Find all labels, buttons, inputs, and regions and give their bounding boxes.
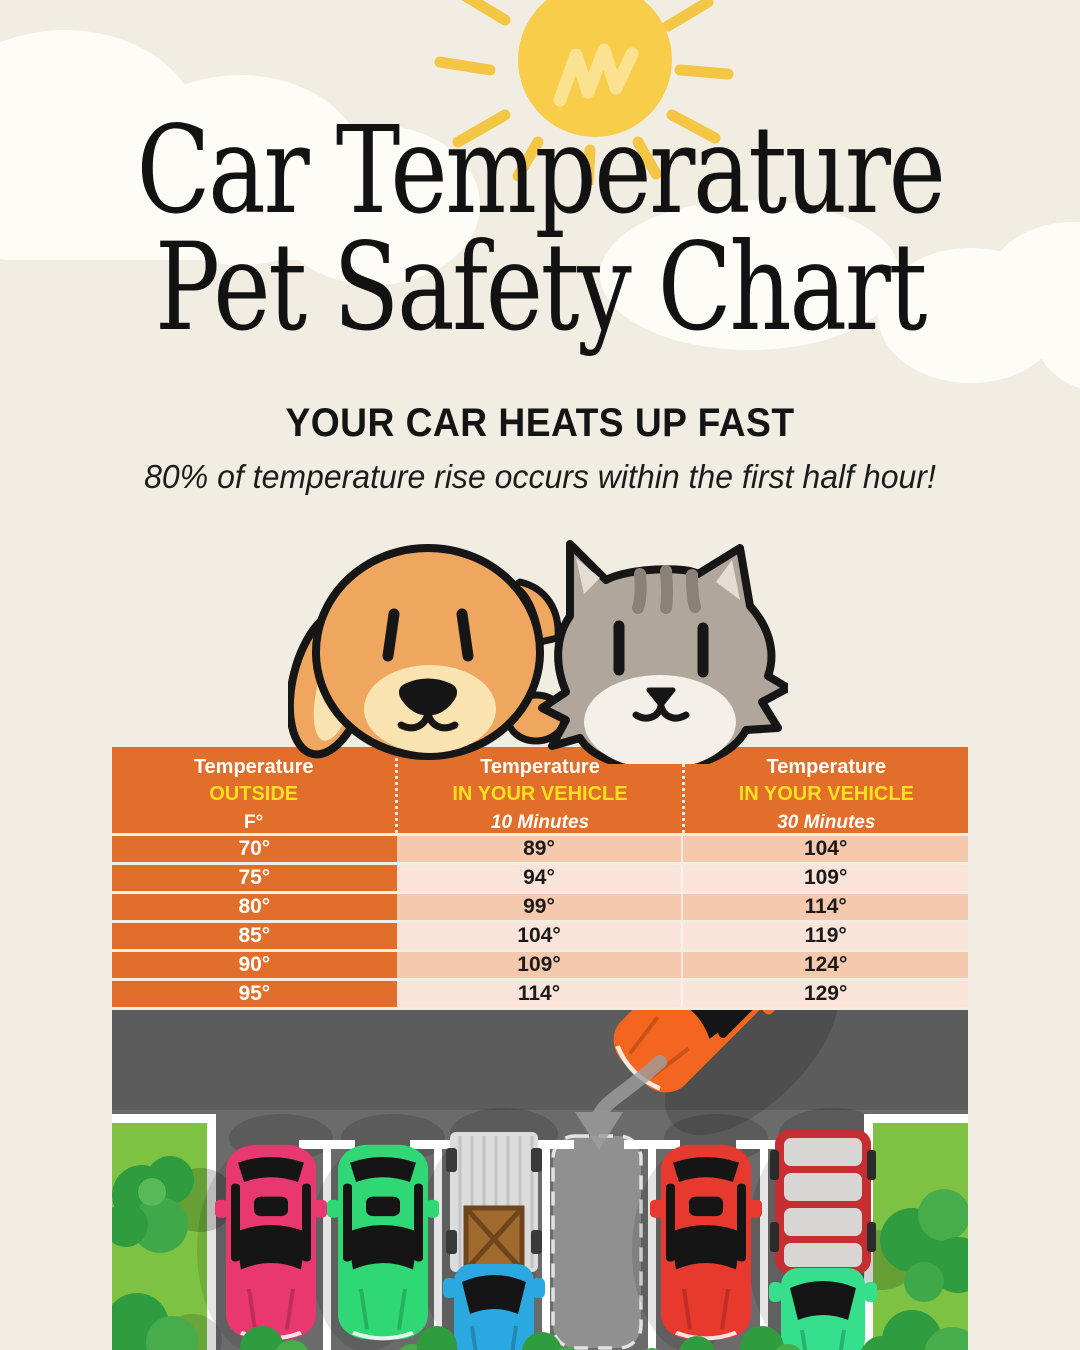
- table-header: Temperature OUTSIDE F° Temperature IN YO…: [112, 747, 968, 833]
- vehicle-temp-10min-cell: 109°: [396, 952, 682, 978]
- outside-temp-cell: 70°: [112, 836, 397, 862]
- parking-lot-illustration: [112, 1010, 968, 1350]
- column-header-10min: Temperature IN YOUR VEHICLE 10 Minutes: [395, 752, 681, 833]
- red-trailer-truck: [769, 1130, 877, 1350]
- mint-cab: [769, 1268, 877, 1350]
- column-label: Temperature: [480, 756, 600, 778]
- pink-car: [215, 1145, 327, 1339]
- column-sub: 30 Minutes: [777, 812, 876, 833]
- table-row: 85° 104° 119°: [112, 923, 969, 949]
- page-title: Car Temperature Pet Safety Chart: [108, 100, 972, 358]
- vehicle-temp-30min-cell: 124°: [681, 952, 969, 978]
- green-car: [327, 1145, 439, 1339]
- table-row: 80° 99° 114°: [112, 894, 969, 920]
- vehicle-temp-30min-cell: 119°: [681, 923, 969, 949]
- column-header-30min: Temperature IN YOUR VEHICLE 30 Minutes: [681, 752, 968, 833]
- subtitle: YOUR CAR HEATS UP FAST: [285, 401, 795, 445]
- grass-left: [112, 1114, 236, 1350]
- empty-parking-spot: [551, 1134, 643, 1350]
- table-row: 90° 109° 124°: [112, 952, 969, 978]
- bottom-bushes: [240, 1326, 801, 1350]
- column-header-outside: Temperature OUTSIDE F°: [112, 752, 395, 833]
- vehicle-temp-10min-cell: 114°: [396, 981, 682, 1007]
- sun-icon: [434, 0, 734, 185]
- wooden-crate: [463, 1205, 525, 1273]
- vehicle-temp-30min-cell: 109°: [681, 865, 969, 891]
- column-label: Temperature: [193, 756, 314, 778]
- vehicle-temp-10min-cell: 89°: [396, 836, 682, 862]
- vehicle-temp-30min-cell: 104°: [681, 836, 969, 862]
- outside-temp-cell: 75°: [112, 865, 397, 891]
- table-row: 70° 89° 104°: [112, 836, 969, 862]
- outside-temp-cell: 95°: [112, 981, 397, 1007]
- column-label: Temperature: [766, 756, 887, 778]
- cat-face-illustration: [538, 540, 788, 764]
- outside-temp-cell: 85°: [112, 923, 397, 949]
- vehicle-temp-30min-cell: 114°: [681, 894, 969, 920]
- cloud-shape: [600, 200, 900, 350]
- table-body: 70° 89° 104° 75° 94° 109° 80° 99° 114° 8…: [112, 836, 969, 1007]
- temperature-table: Temperature OUTSIDE F° Temperature IN YO…: [112, 747, 969, 1007]
- vehicle-temp-10min-cell: 94°: [396, 865, 682, 891]
- white-truck: [443, 1132, 545, 1350]
- page-title-line2: Pet Safety Chart: [154, 217, 928, 358]
- page-title-line1: Car Temperature: [136, 100, 946, 241]
- cloud-shape: [0, 150, 455, 260]
- vehicle-temp-30min-cell: 129°: [681, 981, 969, 1007]
- table-row: 95° 114° 129°: [112, 981, 969, 1007]
- vehicle-temp-10min-cell: 99°: [396, 894, 682, 920]
- column-sub: 10 Minutes: [490, 812, 590, 833]
- outside-temp-cell: 80°: [112, 894, 397, 920]
- parking-arrow-icon: [575, 1055, 667, 1150]
- outside-temp-cell: 90°: [112, 952, 397, 978]
- column-highlight: OUTSIDE: [209, 783, 299, 805]
- table-row: 75° 94° 109°: [112, 865, 969, 891]
- parking-lines: [299, 1140, 792, 1350]
- pets-illustration: [288, 540, 788, 764]
- tagline: 80% of temperature rise occurs within th…: [144, 458, 936, 495]
- column-highlight: IN YOUR VEHICLE: [738, 783, 914, 805]
- dog-face-illustration: [288, 544, 568, 760]
- blue-cab: [443, 1264, 545, 1350]
- vehicle-temp-10min-cell: 104°: [396, 923, 682, 949]
- column-highlight: IN YOUR VEHICLE: [452, 783, 628, 805]
- red-car: [650, 1145, 762, 1339]
- column-sub: F°: [244, 812, 264, 833]
